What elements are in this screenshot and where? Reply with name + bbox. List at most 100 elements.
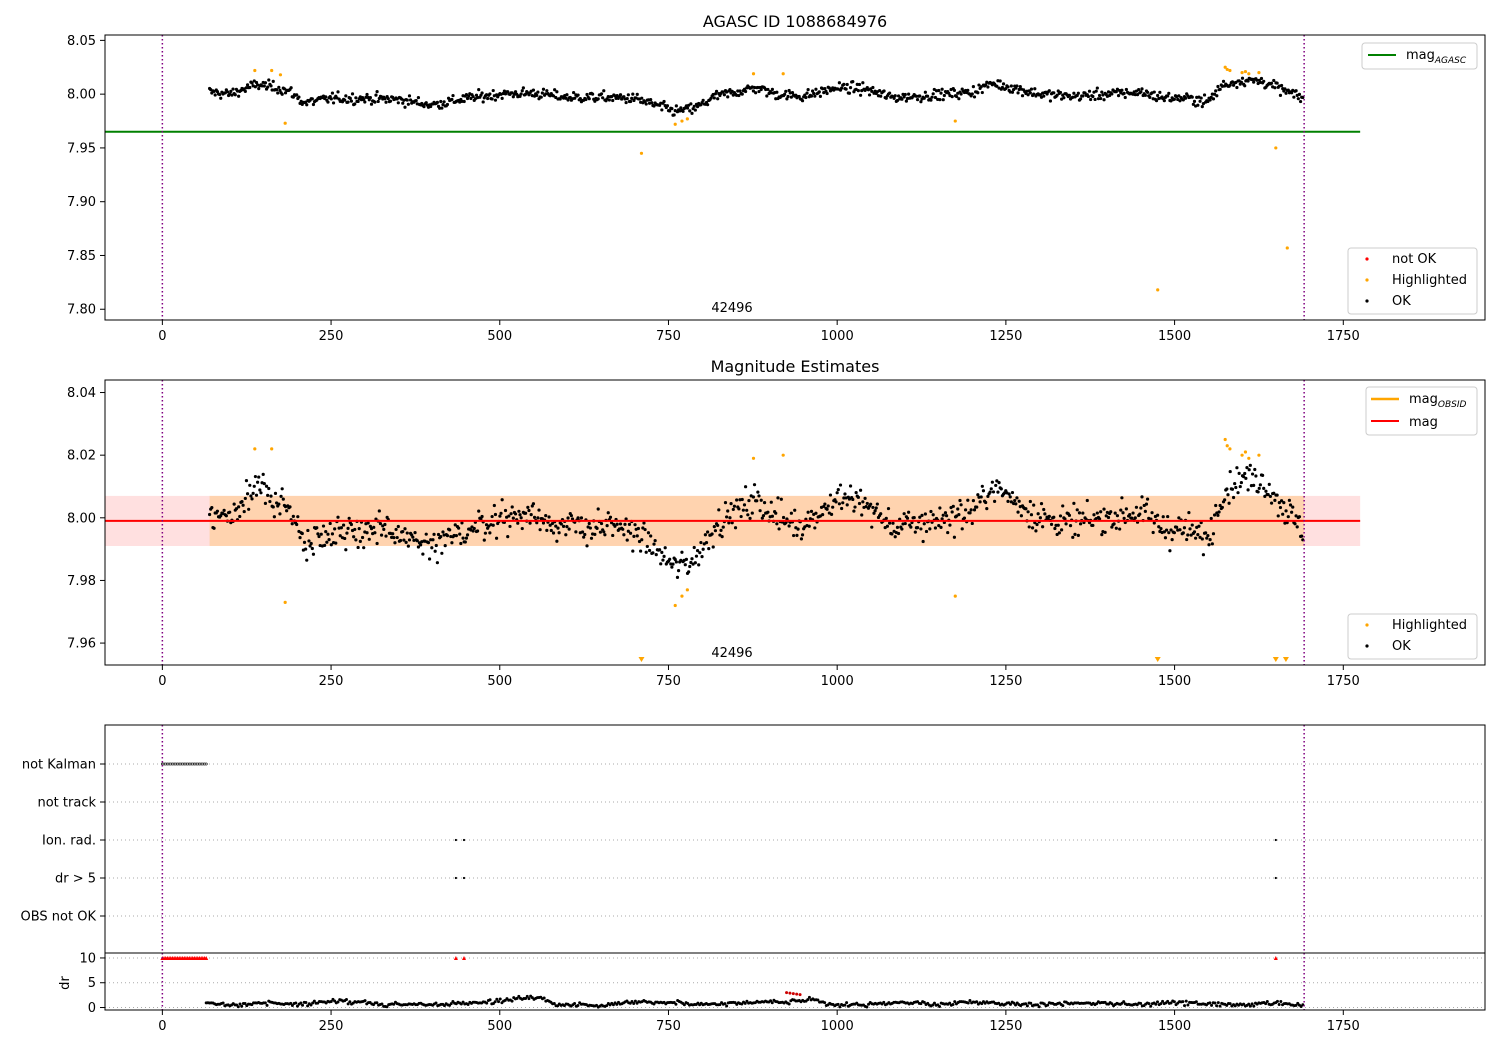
ok-point [350, 92, 355, 96]
highlighted-point [278, 73, 283, 77]
ok-point [358, 539, 362, 543]
ok-point [368, 96, 372, 100]
ok-point [712, 96, 716, 100]
ok-point [1262, 486, 1266, 490]
ok-point [797, 94, 801, 99]
ok-point [672, 113, 676, 117]
ok-point [659, 101, 663, 105]
ok-point [362, 546, 366, 550]
ok-point [1067, 93, 1072, 97]
ok-point [601, 96, 605, 100]
ok-point [1293, 522, 1297, 526]
ok-point [1275, 81, 1279, 85]
dr-red-point [788, 991, 792, 995]
dr-point [295, 1004, 299, 1008]
ok-point [877, 89, 882, 93]
dr-clipped-marker [1273, 955, 1278, 960]
dr-point [380, 1002, 384, 1006]
ok-point [670, 565, 674, 569]
ok-point [844, 87, 848, 91]
ok-point [1282, 501, 1286, 505]
ok-point [493, 98, 498, 102]
dr-point [573, 1002, 577, 1006]
ok-point [834, 500, 838, 504]
ok-point [1166, 514, 1170, 519]
ok-point [1269, 501, 1274, 505]
ok-point [1073, 532, 1077, 537]
ok-point [317, 534, 321, 539]
ok-point [254, 80, 259, 85]
ok-point [946, 530, 950, 535]
ok-point [1169, 528, 1173, 532]
ok-point [860, 513, 864, 517]
ok-point [848, 86, 853, 90]
ok-point [688, 109, 692, 113]
flag-label-4: OBS not OK [21, 910, 97, 925]
ok-point [1228, 469, 1232, 474]
ok-point [1000, 85, 1005, 90]
ok-point [665, 104, 670, 108]
ok-point [386, 97, 390, 101]
ok-point [904, 99, 908, 103]
ok-point [873, 509, 877, 513]
dr-point [836, 1002, 840, 1006]
flag-label-3: dr > 5 [55, 872, 96, 887]
ok-point [650, 101, 654, 105]
ok-point [1072, 501, 1076, 505]
ok-point [720, 535, 724, 539]
ok-point [1009, 84, 1013, 88]
ok-point [1151, 530, 1155, 535]
ok-point [435, 561, 439, 565]
ok-point [1152, 521, 1156, 525]
ok-point [345, 531, 349, 535]
ok-point [479, 517, 483, 521]
ok-point [701, 98, 705, 102]
ok-point [628, 531, 633, 535]
ok-point [1148, 95, 1152, 99]
ok-point [851, 80, 855, 84]
ok-point [813, 526, 817, 530]
ok-point [602, 530, 606, 534]
ok-point [1206, 99, 1210, 104]
ok-point [1130, 516, 1134, 520]
dr-clipped-marker [462, 955, 467, 960]
ok-point [334, 541, 338, 545]
ok-point [867, 93, 872, 97]
ok-point [256, 480, 260, 484]
flag-label-0: not Kalman [22, 758, 96, 773]
ok-point [896, 531, 901, 536]
ok-point [776, 496, 780, 500]
ok-point [535, 93, 539, 97]
ok-point [751, 495, 756, 499]
ok-point [1113, 511, 1117, 515]
ok-point [500, 498, 504, 502]
ok-point [1097, 517, 1102, 521]
ok-point [1124, 87, 1128, 92]
ok-point [861, 81, 865, 85]
ok-point [305, 558, 309, 562]
ok-point [994, 483, 998, 488]
ok-point [584, 97, 588, 102]
ok-point [279, 494, 283, 498]
ok-point [861, 500, 865, 504]
ok-point [640, 96, 644, 100]
ok-point [769, 500, 773, 504]
ok-point [803, 93, 807, 97]
ok-point [567, 527, 571, 531]
ok-point [1198, 99, 1202, 103]
dr-point [294, 1001, 298, 1005]
ok-point [377, 509, 381, 513]
ok-point [1092, 513, 1096, 517]
ok-point [587, 97, 591, 101]
ok-point [452, 533, 456, 538]
ok-point [647, 548, 652, 553]
ok-point [304, 547, 308, 551]
ok-point [427, 557, 432, 561]
ok-point [529, 513, 533, 517]
ok-point [970, 521, 974, 526]
ok-point [336, 90, 340, 94]
highlighted-point [639, 151, 644, 155]
ok-point [369, 102, 374, 106]
ok-point [1192, 99, 1197, 104]
dr-point [948, 1001, 952, 1005]
